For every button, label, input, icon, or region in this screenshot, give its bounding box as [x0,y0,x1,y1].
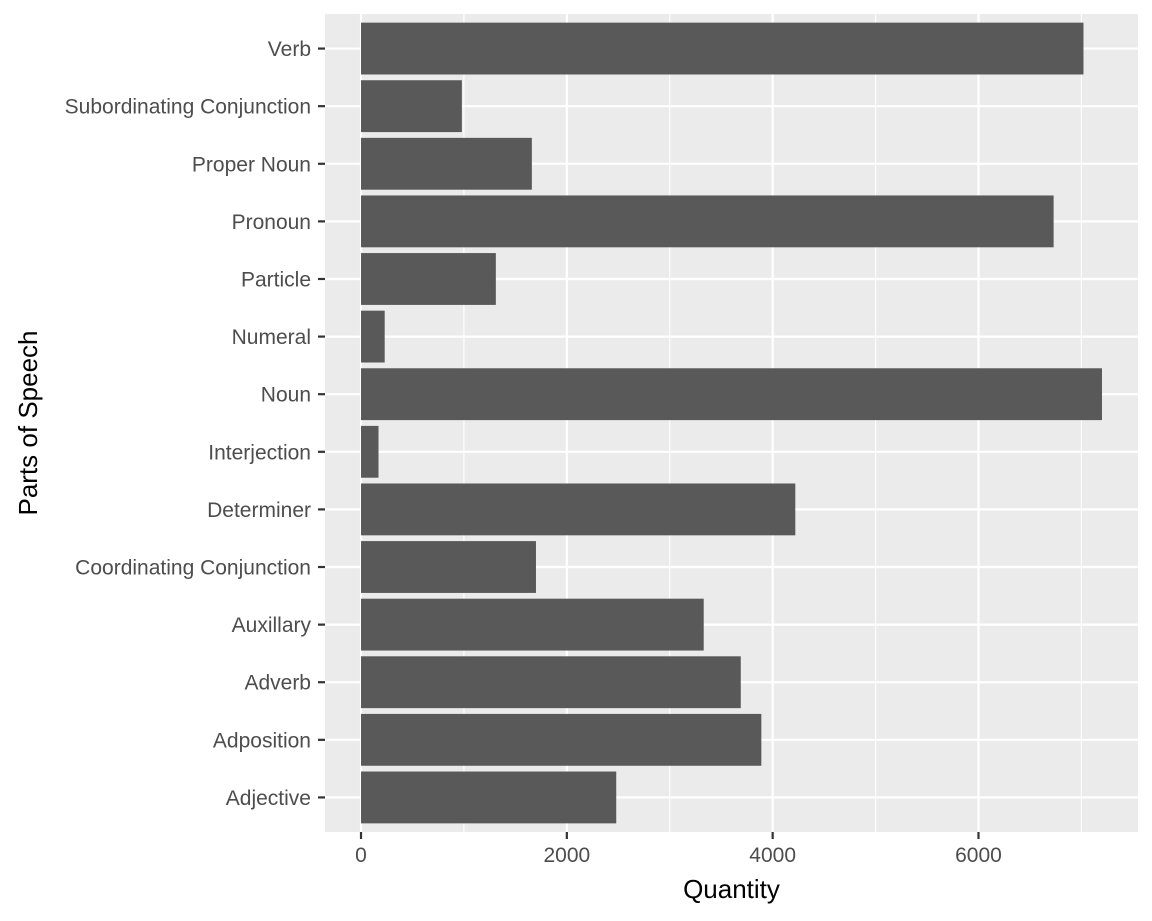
bar-adposition [361,713,762,766]
bar-verb [361,22,1084,75]
bar-adverb [361,656,741,709]
y-tick-label: Pronoun [232,211,311,234]
bars [361,22,1102,824]
bar-particle [361,253,496,305]
y-tick-label: Adverb [244,672,311,695]
bar-determiner [361,483,796,536]
bar-interjection [361,425,379,478]
y-tick-label: Auxillary [232,614,312,637]
x-tick-label: 4000 [749,844,796,867]
x-tick-label: 6000 [955,844,1002,867]
x-axis-title: Quantity [683,874,780,904]
bar-numeral [361,310,385,363]
y-tick-label: Adposition [213,729,311,752]
y-tick-label: Coordinating Conjunction [75,557,311,580]
bar-proper-noun [361,137,532,190]
y-tick-label: Particle [241,268,311,291]
bar-pronoun [361,195,1054,248]
y-tick-label: Proper Noun [192,153,311,176]
x-axis: 0 2000 4000 6000 [355,832,1002,867]
bar-adjective [361,771,617,824]
bar-noun [361,368,1102,421]
y-tick-label: Subordinating Conjunction [65,96,311,119]
y-axis-title: Parts of Speech [13,331,43,516]
x-tick-label: 2000 [543,844,590,867]
y-tick-label: Verb [268,38,311,61]
bar-coordinating-conjunction [361,541,536,593]
y-tick-label: Numeral [232,326,311,349]
y-tick-label: Interjection [208,441,311,464]
y-axis: Adjective Adposition Adverb Auxillary Coordi… [65,38,325,810]
bar-auxillary [361,598,704,651]
y-tick-label: Determiner [207,499,311,522]
y-tick-label: Adjective [226,787,311,810]
y-tick-label: Noun [261,384,311,407]
plot-panel [325,14,1138,832]
bar-subordinating-conjunction [361,80,462,133]
x-tick-label: 0 [355,844,367,867]
